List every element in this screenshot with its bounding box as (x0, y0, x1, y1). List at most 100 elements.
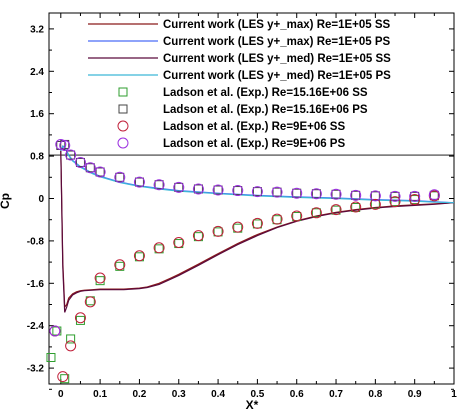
circle-marker (350, 201, 362, 213)
legend-circle-marker (117, 137, 129, 149)
square-marker (252, 187, 262, 197)
circle-marker (173, 181, 185, 193)
square-marker (213, 185, 223, 195)
square-marker (213, 227, 223, 237)
square-marker (410, 191, 420, 201)
plot-frame (48, 12, 455, 385)
square-marker (252, 219, 262, 229)
circle-marker (84, 296, 96, 308)
legend-label: Ladson et al. (Exp.) Re=9E+06 SS (163, 121, 345, 133)
legend-label: Ladson et al. (Exp.) Re=15.16E+06 SS (163, 87, 368, 99)
circle-marker (65, 340, 77, 352)
y-tick-label: -1.6 (27, 279, 45, 290)
circle-marker (192, 183, 204, 195)
circle-marker (133, 176, 145, 188)
circle-marker (232, 185, 244, 197)
circle-marker (74, 156, 86, 168)
circle-marker (251, 217, 263, 229)
series-2 (60, 145, 455, 204)
x-tick-label: 0.8 (368, 389, 382, 400)
square-marker (52, 326, 62, 336)
x-tick-label: 0.5 (250, 389, 264, 400)
circle-marker (330, 204, 342, 216)
x-axis-label: X* (246, 398, 259, 412)
circle-marker (153, 179, 165, 191)
y-tick-label: -3.2 (27, 364, 45, 375)
square-marker (95, 167, 105, 177)
y-tick-label: -0.8 (27, 236, 45, 247)
axes-layer: 0 0.1 0.2 0.3 0.4 0.5 0.6 0.7 0.8 0.9 1 3.2 2.4 1.6 0.… (27, 13, 457, 400)
square-marker (233, 186, 243, 196)
y-tick-label: 0.8 (30, 152, 44, 163)
circle-marker (369, 190, 381, 202)
circle-marker (74, 312, 86, 324)
circle-marker (330, 188, 342, 200)
y-tick-label: 1.6 (30, 109, 44, 120)
square-marker (75, 157, 85, 167)
circle-marker (49, 325, 61, 337)
square-marker (410, 195, 420, 205)
legend-label: Current work (LES y+_med) Re=1E+05 PS (163, 70, 391, 82)
circle-marker (114, 171, 126, 183)
square-marker (60, 374, 70, 384)
square-marker (292, 188, 302, 198)
square-marker (66, 334, 76, 344)
circle-marker (271, 213, 283, 225)
legend-label: Ladson et al. (Exp.) Re=9E+06 PS (163, 138, 345, 150)
square-marker (429, 190, 439, 200)
series-5 (46, 191, 439, 384)
series-7 (49, 190, 440, 383)
circle-marker (271, 186, 283, 198)
circle-marker (55, 138, 67, 150)
circle-marker (251, 186, 263, 198)
x-tick-label: 0.2 (132, 389, 146, 400)
square-marker (390, 191, 400, 201)
square-marker (66, 150, 76, 160)
x-tick-label: 0 (58, 389, 64, 400)
x-tick-label: 0.7 (329, 389, 343, 400)
square-marker (85, 163, 95, 173)
circle-marker (428, 189, 440, 201)
square-marker (331, 189, 341, 199)
circle-marker (94, 166, 106, 178)
square-marker (115, 172, 125, 182)
x-tick-label: 0.1 (93, 389, 107, 400)
square-marker (292, 212, 302, 222)
series-3 (60, 150, 455, 313)
circle-marker (59, 140, 71, 151)
y-tick-label: 0 (38, 194, 44, 205)
y-tick-label: -2.4 (27, 321, 45, 332)
square-marker (351, 190, 361, 200)
series-8 (49, 138, 440, 337)
x-tick-label: 0.9 (408, 389, 422, 400)
square-marker (311, 208, 321, 218)
circle-marker (369, 198, 381, 210)
legend-label: Ladson et al. (Exp.) Re=15.16E+06 PS (163, 104, 368, 116)
square-marker (154, 180, 164, 190)
circle-marker (192, 230, 204, 242)
legend-label: Current work (LES y+_max) Re=1E+05 PS (163, 36, 391, 48)
circle-marker (173, 236, 185, 248)
circle-marker (153, 242, 165, 254)
x-tick-label: 0.3 (172, 389, 186, 400)
square-marker (370, 191, 380, 201)
y-tick-label: 2.4 (30, 67, 44, 78)
square-marker (311, 189, 321, 199)
circle-marker (291, 210, 303, 222)
circle-marker (65, 149, 77, 161)
circle-marker (389, 196, 401, 208)
series-1 (60, 150, 455, 309)
circle-marker (389, 190, 401, 202)
legend-label: Current work (LES y+_med) Re=1E+05 SS (163, 53, 391, 65)
circle-marker (291, 187, 303, 199)
legend-square-marker (118, 87, 128, 97)
x-tick-label: 0.6 (290, 389, 304, 400)
legend: Current work (LES y+_max) Re=1E+05 SS Cur… (88, 19, 391, 150)
square-marker (272, 187, 282, 197)
circle-marker (350, 189, 362, 201)
series-line (60, 150, 455, 309)
legend-square-marker (118, 104, 128, 114)
legend-circle-marker (117, 120, 129, 132)
square-marker (193, 184, 203, 194)
circle-marker (232, 221, 244, 233)
